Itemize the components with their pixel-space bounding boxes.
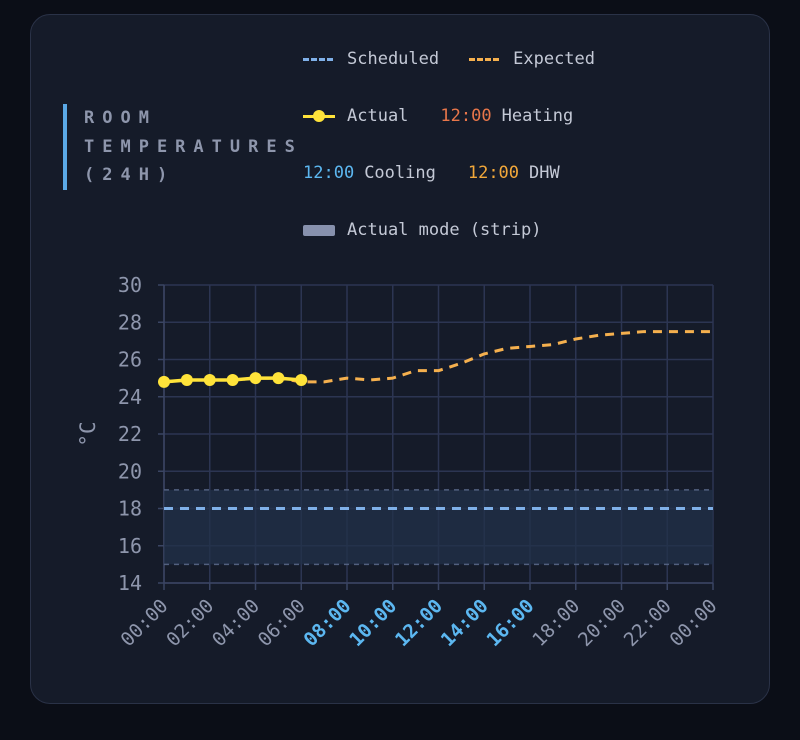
strip-swatch [303,224,335,236]
y-tick-label: 14 [118,571,142,595]
x-tick-label: 00:00 [666,595,722,651]
actual-point [203,373,216,386]
y-tick-label: 16 [118,534,142,558]
legend-cooling[interactable]: 12:00 Cooling [303,163,436,183]
actual-swatch [303,109,335,122]
x-tick-label: 06:00 [254,595,310,651]
legend-row-1: Scheduled Expected [303,49,595,69]
legend-row-3: 12:00 Cooling 12:00 DHW [303,163,560,183]
x-tick-label: 16:00 [483,595,539,651]
expected-swatch [469,57,500,61]
y-axis-label: °C [76,421,100,446]
actual-point [158,375,170,388]
legend-dhw[interactable]: 12:00 DHW [468,163,560,183]
legend-heating[interactable]: 12:00 Heating [440,106,573,126]
y-tick-label: 22 [118,422,142,446]
legend-heating-label: Heating [501,106,574,126]
actual-point [295,373,308,386]
legend-strip-label: Actual mode (strip) [347,220,542,240]
legend-dhw-label: DHW [529,163,560,183]
title-block: ROOM TEMPERATURES (24H) [63,104,313,190]
y-tick-label: 28 [118,310,142,334]
heating-time: 12:00 [440,106,492,126]
actual-point [226,373,239,386]
actual-point [249,372,262,385]
y-tick-label: 24 [118,385,142,409]
x-tick-label: 00:00 [117,595,173,651]
legend-strip[interactable]: Actual mode (strip) [303,220,541,240]
y-tick-label: 20 [118,459,142,483]
scheduled-swatch [303,57,333,61]
y-tick-label: 30 [118,273,142,297]
x-tick-label: 10:00 [345,595,401,651]
cooling-time: 12:00 [303,163,355,183]
actual-point [272,372,285,385]
scheduled-band [164,489,713,565]
x-tick-label: 18:00 [528,595,584,651]
legend-row-2: Actual 12:00 Heating [303,106,573,126]
dhw-time: 12:00 [467,163,520,183]
legend-actual-label: Actual [347,106,409,126]
y-tick-label: 18 [118,497,142,521]
x-tick-label: 22:00 [620,595,676,651]
x-tick-label: 20:00 [574,595,630,651]
legend-cooling-label: Cooling [364,163,436,183]
legend-scheduled[interactable]: Scheduled [303,49,439,69]
legend-scheduled-label: Scheduled [347,49,440,69]
legend-expected-label: Expected [513,49,596,69]
x-tick-label: 08:00 [300,595,356,651]
x-tick-label: 04:00 [208,595,264,651]
legend-expected[interactable]: Expected [469,49,595,69]
x-tick-label: 02:00 [162,595,218,651]
chart-title: ROOM TEMPERATURES (24H) [84,108,303,185]
actual-point [180,373,193,386]
expected-line [163,330,713,384]
legend-row-4: Actual mode (strip) [303,220,541,240]
x-tick-label: 14:00 [437,595,493,651]
x-tick-label: 12:00 [391,595,447,651]
y-tick-label: 26 [118,348,142,372]
legend-actual[interactable]: Actual [303,106,408,126]
